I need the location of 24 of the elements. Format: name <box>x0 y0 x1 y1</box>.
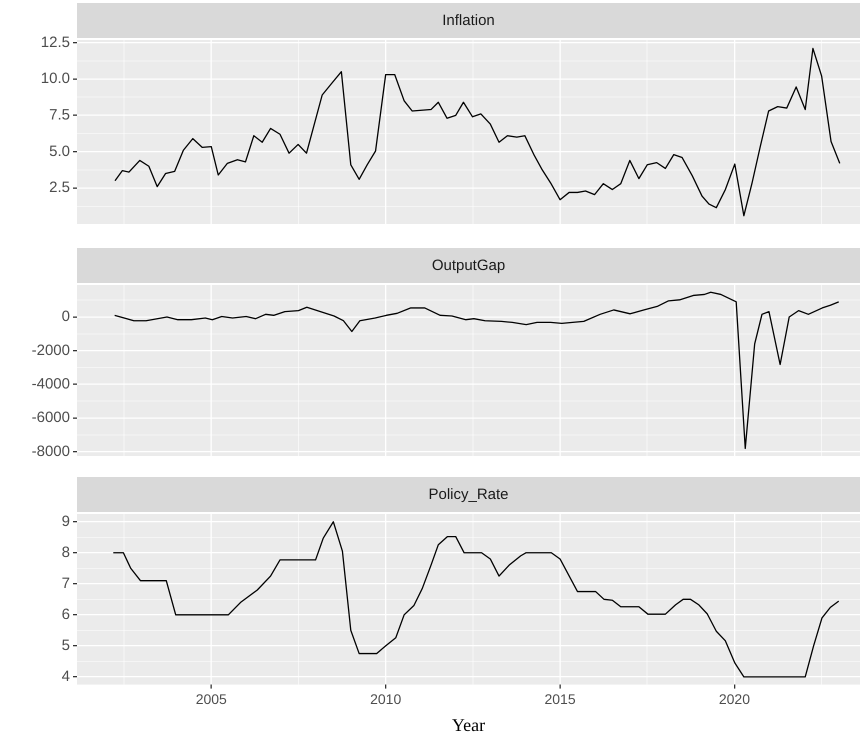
y-tick-label: -8000 <box>32 442 70 460</box>
y-tick-label: -2000 <box>32 342 70 359</box>
chart-title: Policy_Rate <box>428 486 509 504</box>
y-tick-label: 12.5 <box>40 34 70 51</box>
y-tick-label: 9 <box>62 512 70 530</box>
chart-title: Inflation <box>442 12 495 30</box>
y-tick-label: -6000 <box>32 409 70 426</box>
y-tick-label: 5 <box>62 636 70 654</box>
y-tick-label: 8 <box>62 544 70 561</box>
x-tick-label: 2010 <box>370 690 402 707</box>
x-axis-title: Year <box>452 714 486 735</box>
y-tick-label: 7 <box>62 574 70 592</box>
x-tick-label: 2020 <box>718 690 750 707</box>
y-tick-label: 2.5 <box>49 179 70 196</box>
y-tick-label: -4000 <box>32 376 70 393</box>
x-tick-label: 2015 <box>544 690 576 707</box>
y-tick-label: 10.0 <box>40 70 70 88</box>
y-tick-label: 4 <box>62 668 70 685</box>
y-tick-label: 6 <box>62 606 70 623</box>
y-tick-label: 7.5 <box>49 106 70 124</box>
chart-title: OutputGap <box>432 257 506 274</box>
y-tick-label: 0 <box>62 308 70 326</box>
x-tick-label: 2005 <box>196 690 228 707</box>
y-tick-label: 5.0 <box>49 142 70 160</box>
